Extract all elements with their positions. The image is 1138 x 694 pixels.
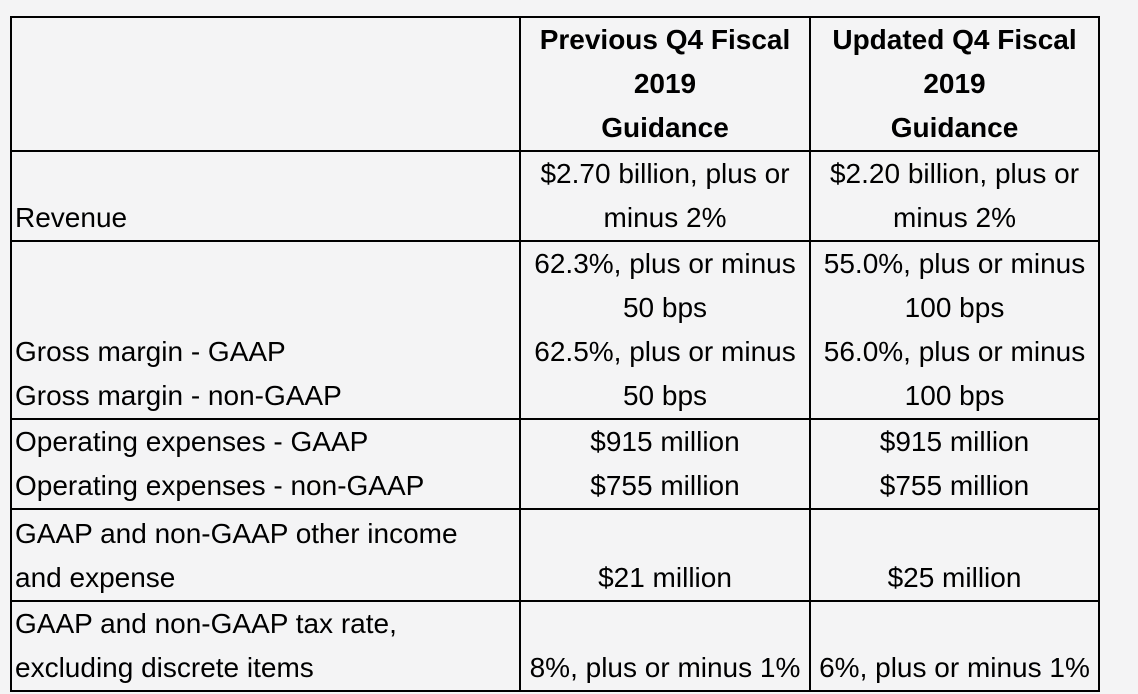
row-gross-margin: Gross margin - GAAP Gross margin - non-G…	[10, 240, 1100, 420]
row-other-income-expense: GAAP and non-GAAP other income and expen…	[10, 508, 1100, 602]
column-header-metric	[10, 16, 521, 152]
previous-value: $21 million	[519, 508, 811, 602]
metric-label: Gross margin - GAAP Gross margin - non-G…	[10, 240, 521, 420]
metric-label: Revenue	[10, 150, 521, 242]
previous-value: $2.70 billion, plus or minus 2%	[519, 150, 811, 242]
metric-label: GAAP and non-GAAP tax rate, excluding di…	[10, 600, 521, 692]
row-revenue: Revenue $2.70 billion, plus or minus 2% …	[10, 150, 1100, 242]
updated-value: $915 million $755 million	[809, 418, 1100, 510]
updated-value: 6%, plus or minus 1%	[809, 600, 1100, 692]
previous-value: 62.3%, plus or minus 50 bps 62.5%, plus …	[519, 240, 811, 420]
updated-value: $25 million	[809, 508, 1100, 602]
column-header-updated: Updated Q4 Fiscal 2019 Guidance	[809, 16, 1100, 152]
metric-label: GAAP and non-GAAP other income and expen…	[10, 508, 521, 602]
previous-value: 8%, plus or minus 1%	[519, 600, 811, 692]
updated-value: $2.20 billion, plus or minus 2%	[809, 150, 1100, 242]
guidance-table: Previous Q4 Fiscal 2019 Guidance Updated…	[10, 16, 1100, 692]
updated-value: 55.0%, plus or minus 100 bps 56.0%, plus…	[809, 240, 1100, 420]
header-row: Previous Q4 Fiscal 2019 Guidance Updated…	[10, 16, 1100, 152]
row-tax-rate: GAAP and non-GAAP tax rate, excluding di…	[10, 600, 1100, 692]
previous-value: $915 million $755 million	[519, 418, 811, 510]
metric-label: Operating expenses - GAAP Operating expe…	[10, 418, 521, 510]
row-operating-expenses: Operating expenses - GAAP Operating expe…	[10, 418, 1100, 510]
column-header-previous: Previous Q4 Fiscal 2019 Guidance	[519, 16, 811, 152]
